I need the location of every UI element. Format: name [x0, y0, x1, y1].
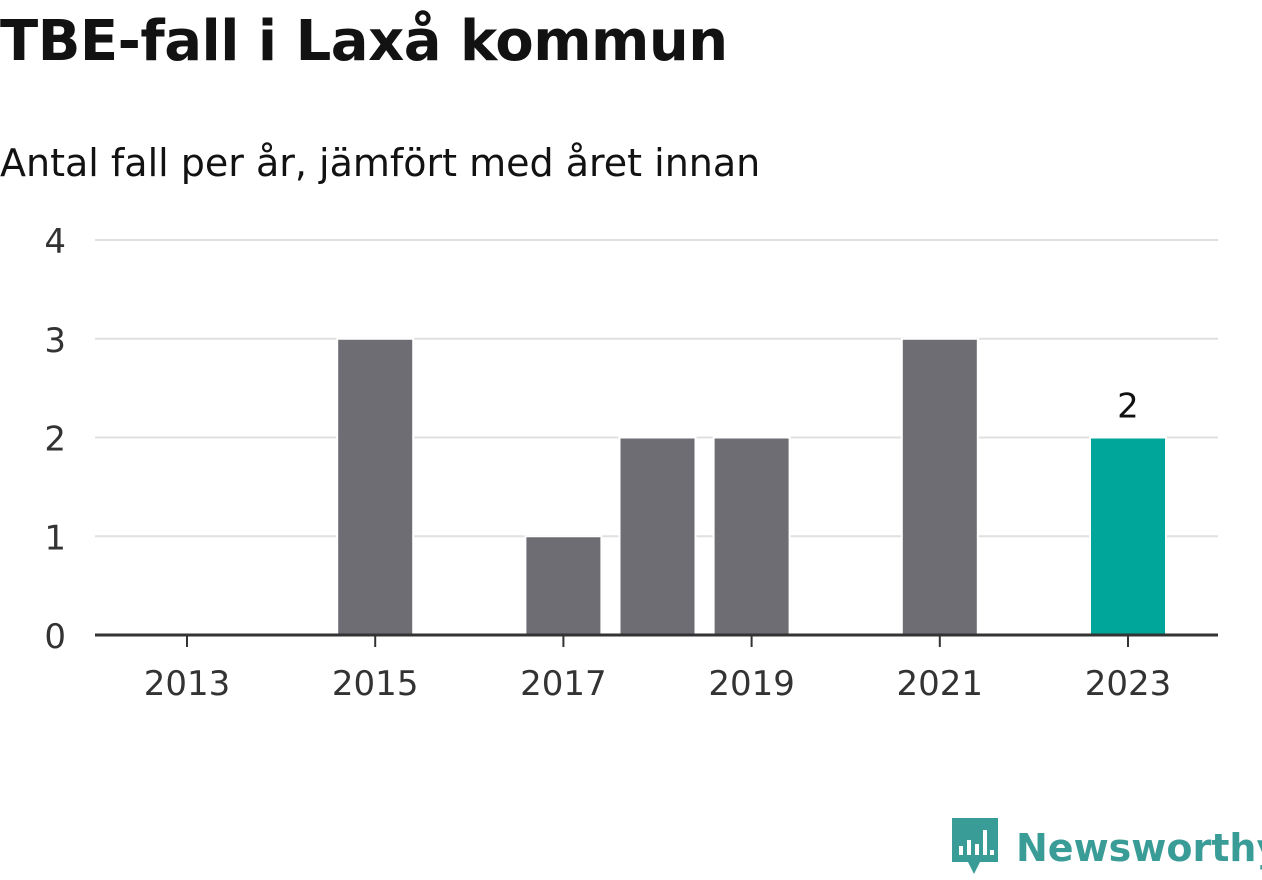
- y-tick-label: 0: [44, 617, 66, 657]
- y-tick-label: 3: [44, 321, 66, 361]
- x-tick-label: 2015: [332, 664, 419, 704]
- bar: [712, 436, 791, 636]
- x-tick-label: 2013: [144, 664, 231, 704]
- x-tick-label: 2021: [897, 664, 984, 704]
- y-tick-label: 2: [44, 420, 66, 460]
- bar: [336, 337, 415, 636]
- bar: [1089, 436, 1167, 636]
- bar: [900, 337, 979, 636]
- brand-footer: Newsworthy: [950, 818, 1262, 878]
- data-label: 2: [1117, 387, 1139, 427]
- y-axis-ticks: 0 1 2 3 4: [44, 222, 66, 657]
- x-tick-label: 2019: [708, 664, 795, 704]
- chart-subtitle: Antal fall per år, jämfört med året inna…: [0, 141, 761, 185]
- bar: [524, 535, 603, 636]
- brand-name: Newsworthy: [1016, 826, 1262, 870]
- bar: [618, 436, 697, 636]
- bars: [336, 337, 1167, 636]
- chart-title: TBE-fall i Laxå kommun: [0, 9, 728, 74]
- newsworthy-logo-icon: [950, 816, 1000, 880]
- x-tick-label: 2017: [520, 664, 607, 704]
- y-tick-label: 4: [44, 222, 66, 262]
- data-labels: 2: [1117, 387, 1139, 427]
- y-tick-label: 1: [44, 518, 66, 558]
- x-axis: 2013 2015 2017 2019 2021 2023: [95, 633, 1218, 704]
- x-tick-label: 2023: [1085, 664, 1172, 704]
